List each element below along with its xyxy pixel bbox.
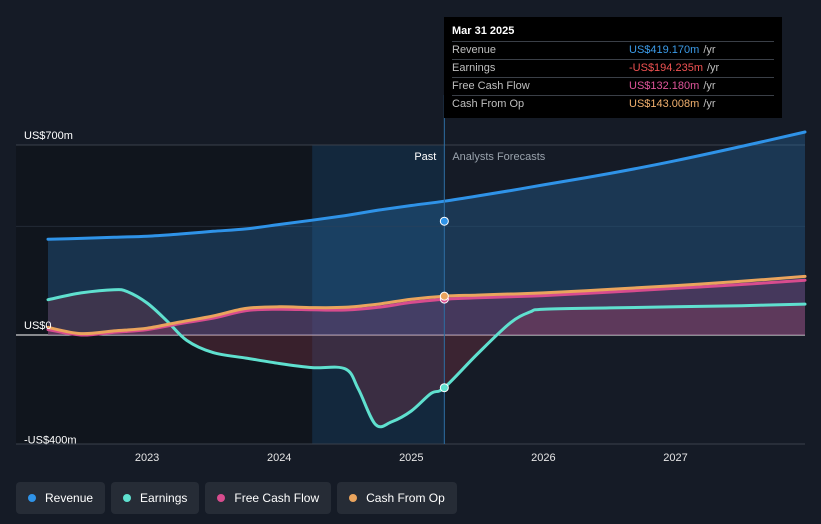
tooltip-panel: Mar 31 2025 Revenue US$419.170m /yr Earn…: [444, 17, 782, 118]
earnings-area: [48, 289, 805, 427]
y-axis-label: -US$400m: [24, 435, 77, 447]
earnings-marker: [439, 383, 449, 393]
tooltip-unit: /yr: [703, 98, 716, 110]
tooltip-name: Free Cash Flow: [452, 80, 530, 92]
tooltip-name: Earnings: [452, 62, 496, 74]
cash-from-op-dot-icon: [349, 494, 358, 502]
legend-label: Earnings: [140, 491, 188, 505]
legend-label: Free Cash Flow: [234, 491, 320, 505]
cash-from-op-marker: [439, 291, 449, 301]
tooltip-unit: /yr: [703, 80, 716, 92]
legend-item-free-cash-flow[interactable]: Free Cash Flow: [205, 482, 332, 514]
free-cash-flow-dot-icon: [217, 494, 226, 502]
legend-item-revenue[interactable]: Revenue: [16, 482, 106, 514]
cash-from-op-line: [46, 274, 807, 336]
x-tick-label: 2025: [399, 452, 423, 464]
past-label: Past: [414, 151, 436, 163]
tooltip-row-free-cash-flow: Free Cash Flow US$132.180m /yr: [452, 77, 774, 95]
x-tick-label: 2026: [531, 452, 555, 464]
tooltip-name: Cash From Op: [452, 98, 525, 110]
tooltip-row-revenue: Revenue US$419.170m /yr: [452, 41, 774, 59]
tooltip-row-earnings: Earnings -US$194.235m /yr: [452, 59, 774, 77]
tooltip-value: US$143.008m: [629, 98, 700, 110]
y-axis-label: US$0: [24, 320, 52, 332]
revenue-area: [48, 132, 805, 335]
x-tick-label: 2023: [135, 452, 159, 464]
earnings-dot-icon: [123, 494, 132, 502]
x-tick-label: 2024: [267, 452, 291, 464]
free-cash-flow-area: [48, 280, 805, 336]
forecast-label: Analysts Forecasts: [452, 151, 545, 163]
tooltip-value: US$132.180m: [629, 80, 700, 92]
tooltip-name: Revenue: [452, 44, 497, 56]
revenue-line: [46, 130, 807, 241]
y-axis-label: US$700m: [24, 130, 73, 142]
tooltip-unit: /yr: [703, 44, 716, 56]
past-region-highlight: [312, 145, 445, 444]
tooltip-value: -US$194.235m: [629, 62, 703, 74]
tooltip-date: Mar 31 2025: [452, 25, 515, 37]
legend-label: Cash From Op: [366, 491, 445, 505]
legend: Revenue Earnings Free Cash Flow Cash Fro…: [16, 482, 457, 514]
x-tick-label: 2027: [663, 452, 687, 464]
earnings-line: [46, 288, 807, 429]
legend-item-cash-from-op[interactable]: Cash From Op: [337, 482, 457, 514]
tooltip-unit: /yr: [707, 62, 720, 74]
legend-label: Revenue: [45, 491, 94, 505]
legend-item-earnings[interactable]: Earnings: [111, 482, 200, 514]
tooltip-value: US$419.170m: [629, 44, 700, 56]
tooltip-row-cash-from-op: Cash From Op US$143.008m /yr: [452, 95, 774, 113]
revenue-marker: [439, 216, 449, 226]
revenue-dot-icon: [28, 494, 36, 502]
